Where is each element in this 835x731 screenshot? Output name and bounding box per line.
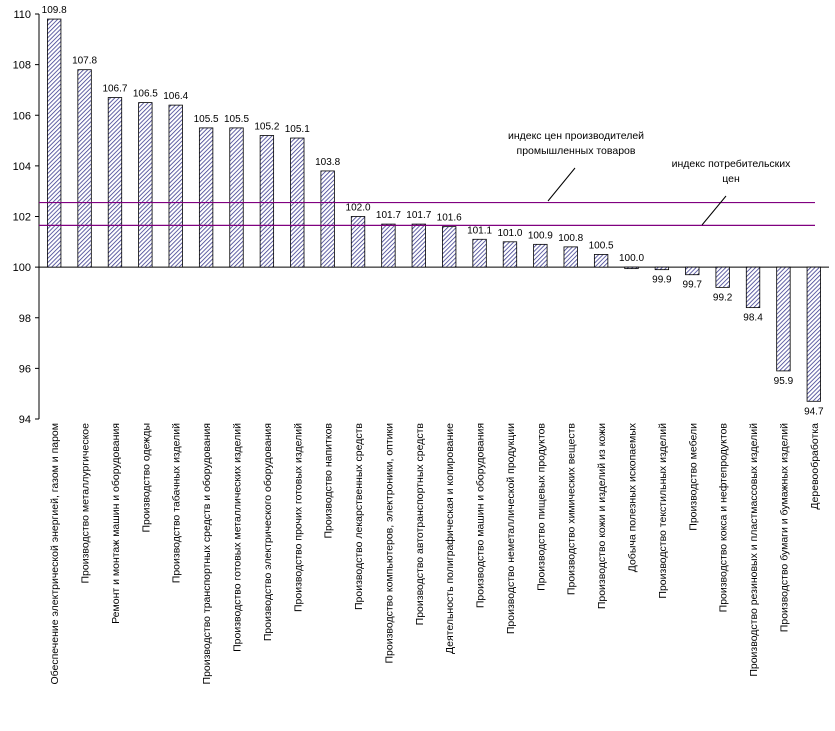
category-label: Обеспечение электрической энергией, газо… xyxy=(49,423,61,685)
bar xyxy=(624,266,639,270)
y-tick-label: 98 xyxy=(19,313,31,325)
reference-line-label: промышленных товаров xyxy=(517,145,636,157)
reference-lines: индекс цен производителей промышленных то… xyxy=(39,130,815,226)
category-label: Производство пищевых продуктов xyxy=(535,423,547,591)
data-label: 100.5 xyxy=(589,240,614,251)
bar xyxy=(138,102,153,268)
data-label: 95.9 xyxy=(774,376,794,387)
data-label: 105.2 xyxy=(254,122,279,133)
category-label: Производство металлургическое xyxy=(80,423,92,584)
bars xyxy=(47,18,821,402)
y-tick-label: 106 xyxy=(13,110,31,122)
category-label: Производство резиновых и пластмассовых и… xyxy=(748,423,760,677)
annotation-pointer xyxy=(547,167,576,202)
bar xyxy=(168,104,183,268)
category-label: Производство кожи и изделий из кожи xyxy=(596,423,608,609)
category-label: Производство напитков xyxy=(323,423,335,539)
data-label: 101.0 xyxy=(497,228,522,239)
category-label: Производство автотранспортных средств xyxy=(414,423,426,626)
y-tick-label: 100 xyxy=(13,262,31,274)
category-label: Производство неметаллической продукции xyxy=(505,423,517,634)
bar xyxy=(654,266,670,271)
data-label: 94.7 xyxy=(804,406,824,417)
bar xyxy=(77,69,92,268)
data-label: 98.4 xyxy=(743,313,763,324)
data-label: 105.5 xyxy=(194,114,219,125)
data-labels: 109.8 107.8 106.7 106.5 106.4 105.5 105.5 105.2… xyxy=(42,5,824,417)
bar xyxy=(381,223,396,268)
data-label: 99.9 xyxy=(652,275,672,286)
reference-line-label: индекс цен производителей xyxy=(508,130,644,142)
bar xyxy=(502,241,518,268)
bar xyxy=(198,127,214,268)
category-label: Производство транспортных средств и обор… xyxy=(201,423,213,684)
y-tick-label: 108 xyxy=(13,60,31,72)
reference-line-label: индекс потребительских xyxy=(672,158,792,170)
reference-line-label: цен xyxy=(722,173,740,185)
category-label: Деятельность полиграфическая и копирован… xyxy=(444,423,456,654)
category-label: Производство готовых металлических издел… xyxy=(232,423,244,652)
bar xyxy=(259,135,275,268)
category-label: Производство прочих готовых изделий xyxy=(292,423,304,612)
data-label: 102.0 xyxy=(346,203,371,214)
category-label: Производство бумаги и бумажных изделий xyxy=(778,423,790,632)
category-label: Деревообработка xyxy=(809,423,821,510)
bar xyxy=(533,243,548,268)
bar xyxy=(320,170,335,268)
category-label: Производство лекарственных средств xyxy=(353,423,365,610)
bar xyxy=(411,223,426,268)
y-tick-label: 94 xyxy=(19,414,31,426)
data-label: 105.1 xyxy=(285,124,310,135)
category-label: Производство табачных изделий xyxy=(171,423,183,583)
y-tick-label: 102 xyxy=(13,212,31,224)
data-label: 106.7 xyxy=(102,84,127,95)
bar xyxy=(563,246,578,268)
data-label: 103.8 xyxy=(315,157,340,168)
category-label: Производство машин и оборудования xyxy=(475,423,487,608)
data-label: 106.5 xyxy=(133,89,158,100)
data-label: 101.1 xyxy=(467,225,492,236)
bar xyxy=(593,254,609,268)
data-label: 99.2 xyxy=(713,292,733,303)
data-label: 107.8 xyxy=(72,56,97,67)
data-label: 105.5 xyxy=(224,114,249,125)
category-label: Производство химических веществ xyxy=(566,423,578,595)
data-label: 100.8 xyxy=(558,233,583,244)
bar xyxy=(47,18,62,268)
bar xyxy=(806,266,821,402)
category-label: Производство электрического оборудования xyxy=(262,423,274,641)
data-label: 100.9 xyxy=(528,230,553,241)
data-label: 101.7 xyxy=(406,210,431,221)
data-label: 101.6 xyxy=(437,213,462,224)
category-label: Добыча полезных ископаемых xyxy=(627,422,639,572)
category-label: Производство текстильных изделий xyxy=(657,423,669,599)
data-label: 106.4 xyxy=(163,91,188,102)
category-label: Производство мебели xyxy=(687,423,699,531)
bar xyxy=(442,226,457,268)
bar xyxy=(745,266,761,309)
data-label: 101.7 xyxy=(376,210,401,221)
category-label: Производство кокса и нефтепродуктов xyxy=(718,423,730,613)
bar xyxy=(229,127,244,268)
data-label: 100.0 xyxy=(619,253,644,264)
category-label: Производство компьютеров, электроники, о… xyxy=(383,423,395,664)
bar xyxy=(472,238,487,268)
data-label: 99.7 xyxy=(683,280,703,291)
bar xyxy=(685,266,700,276)
bar xyxy=(715,266,730,288)
bar xyxy=(107,97,123,268)
data-label: 109.8 xyxy=(42,5,67,16)
category-label: Ремонт и монтаж машин и оборудования xyxy=(110,423,122,624)
y-tick-label: 110 xyxy=(13,9,31,21)
bar xyxy=(776,266,791,372)
category-label: Производство одежды xyxy=(140,423,152,533)
bar xyxy=(350,216,366,268)
y-tick-label: 104 xyxy=(13,161,31,173)
y-tick-label: 96 xyxy=(19,363,31,375)
annotation-pointer xyxy=(701,195,727,226)
category-labels: Обеспечение электрической энергией, газо… xyxy=(49,422,821,684)
